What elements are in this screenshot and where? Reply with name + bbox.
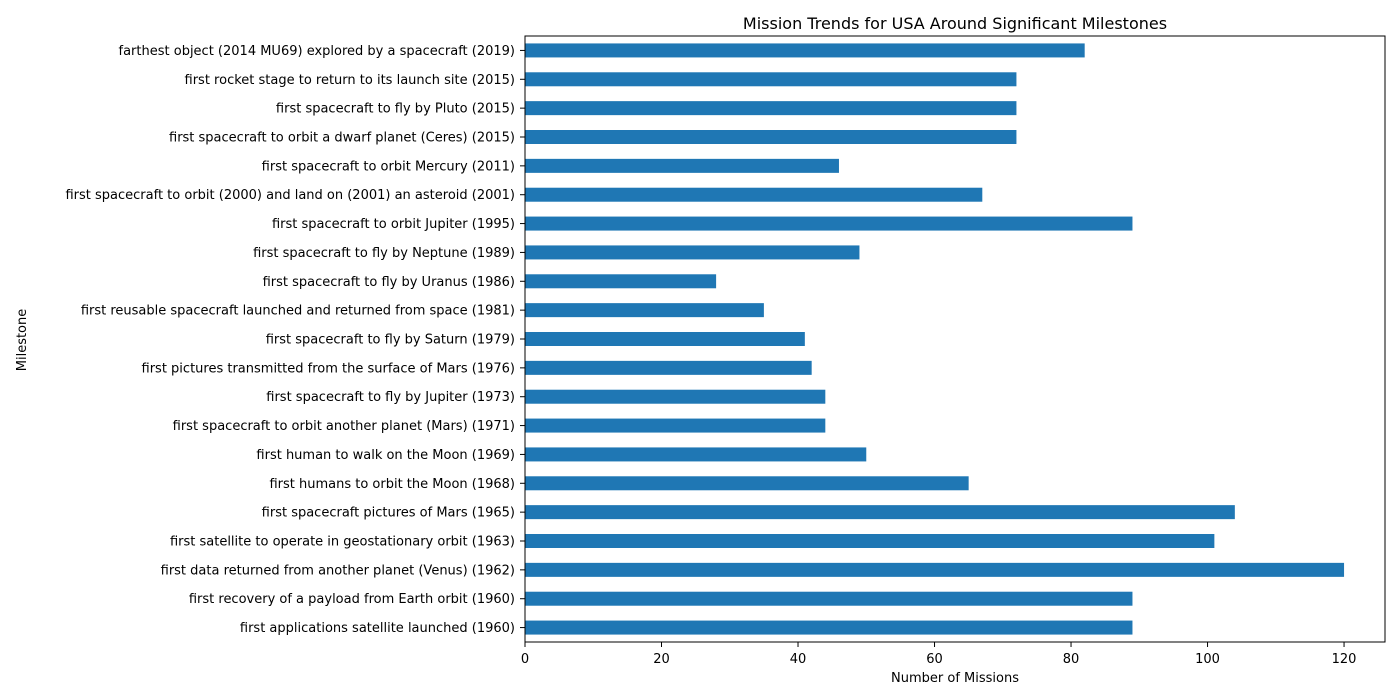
bar xyxy=(525,216,1133,231)
y-tick-label: first spacecraft to orbit (2000) and lan… xyxy=(65,188,515,203)
y-tick-label: first spacecraft to fly by Neptune (1989… xyxy=(253,246,515,261)
bar xyxy=(525,43,1085,58)
bar xyxy=(525,591,1133,606)
y-tick-label: first human to walk on the Moon (1969) xyxy=(256,448,515,463)
bar xyxy=(525,72,1017,87)
y-tick-label: first satellite to operate in geostation… xyxy=(170,535,515,550)
y-tick-label: first spacecraft to orbit Jupiter (1995) xyxy=(272,217,515,232)
bar xyxy=(525,534,1215,548)
y-tick-label: first spacecraft to orbit a dwarf planet… xyxy=(169,131,515,146)
x-tick-label: 20 xyxy=(653,652,670,667)
y-tick-label: first spacecraft pictures of Mars (1965) xyxy=(262,506,515,521)
bar xyxy=(525,505,1235,520)
chart-title: Mission Trends for USA Around Significan… xyxy=(743,14,1167,33)
x-tick-label: 100 xyxy=(1195,652,1220,667)
x-ticks-group: 0 20 40 60 80 100 120 xyxy=(521,642,1357,667)
y-axis-label: Milestone xyxy=(15,309,30,372)
y-tick-label: first rocket stage to return to its laun… xyxy=(185,73,515,88)
y-tick-label: first humans to orbit the Moon (1968) xyxy=(269,477,515,492)
y-tick-label: farthest object (2014 MU69) explored by … xyxy=(119,44,515,59)
bar xyxy=(525,245,860,260)
bar xyxy=(525,389,826,404)
bar xyxy=(525,332,805,346)
bar xyxy=(525,360,812,375)
y-tick-label: first spacecraft to fly by Pluto (2015) xyxy=(276,102,515,117)
bar xyxy=(525,562,1345,577)
x-tick-label: 60 xyxy=(926,652,943,667)
y-tick-label: first spacecraft to fly by Uranus (1986) xyxy=(263,275,515,290)
y-tick-label: first spacecraft to orbit another planet… xyxy=(173,419,515,434)
x-tick-label: 40 xyxy=(790,652,807,667)
y-tick-label: first spacecraft to fly by Jupiter (1973… xyxy=(266,390,515,405)
bar xyxy=(525,620,1133,635)
y-tick-label: first pictures transmitted from the surf… xyxy=(142,361,515,376)
bar xyxy=(525,101,1017,116)
bar xyxy=(525,274,717,289)
y-tick-label: first reusable spacecraft launched and r… xyxy=(81,304,515,319)
y-tick-label: first spacecraft to fly by Saturn (1979) xyxy=(266,333,515,348)
x-tick-label: 120 xyxy=(1332,652,1357,667)
y-tick-label: first applications satellite launched (1… xyxy=(240,621,515,636)
y-ticks-group: farthest object (2014 MU69) explored by … xyxy=(65,44,525,636)
bar xyxy=(525,476,969,491)
bar xyxy=(525,187,983,202)
y-tick-label: first spacecraft to orbit Mercury (2011) xyxy=(262,159,515,174)
bar xyxy=(525,158,839,173)
bar xyxy=(525,303,764,318)
axes-group xyxy=(524,35,1386,643)
bar xyxy=(525,130,1017,144)
bar xyxy=(525,447,867,462)
x-tick-label: 0 xyxy=(521,652,529,667)
bars-group xyxy=(525,43,1345,635)
x-tick-label: 80 xyxy=(1063,652,1080,667)
plot-frame xyxy=(524,35,1386,643)
y-tick-label: first data returned from another planet … xyxy=(161,563,515,578)
y-tick-label: first recovery of a payload from Earth o… xyxy=(189,592,515,607)
x-axis-label: Number of Missions xyxy=(891,671,1019,686)
bar xyxy=(525,418,826,433)
